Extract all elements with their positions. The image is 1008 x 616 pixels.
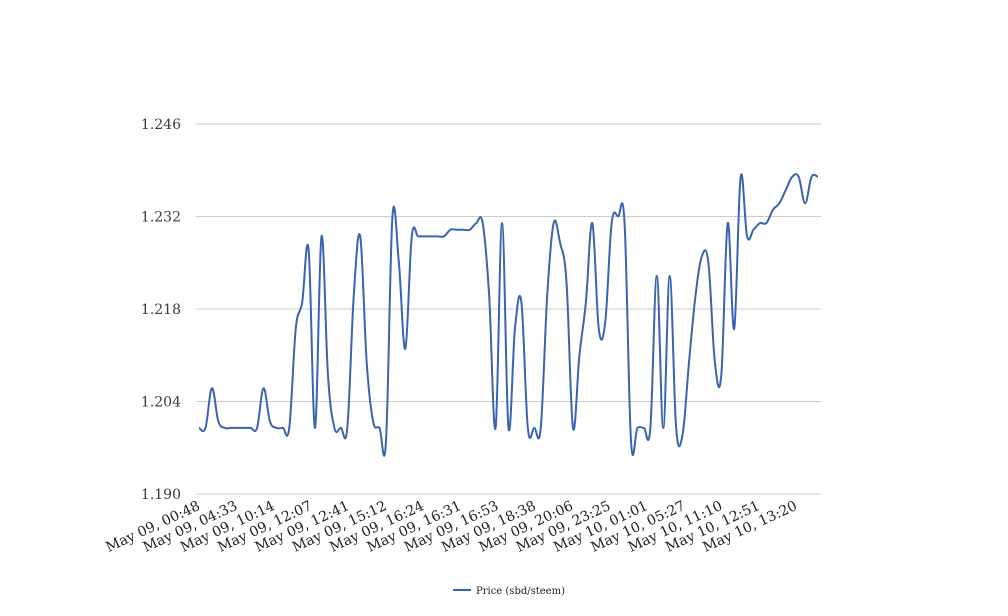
legend-label: Price (sbd/steem) (476, 586, 565, 597)
legend: Price (sbd/steem) (453, 586, 565, 597)
y-tick-label: 1.218 (141, 302, 181, 318)
y-axis-tick-labels: 1.246 1.232 1.218 1.204 1.190 (141, 117, 181, 503)
series-layer (198, 173, 819, 457)
y-tick-label: 1.246 (141, 117, 181, 133)
y-tick-label: 1.204 (141, 395, 181, 411)
series-line-price (198, 173, 819, 457)
y-tick-label: 1.190 (141, 487, 181, 503)
gridlines (196, 123, 821, 495)
y-tick-label: 1.232 (141, 210, 181, 226)
